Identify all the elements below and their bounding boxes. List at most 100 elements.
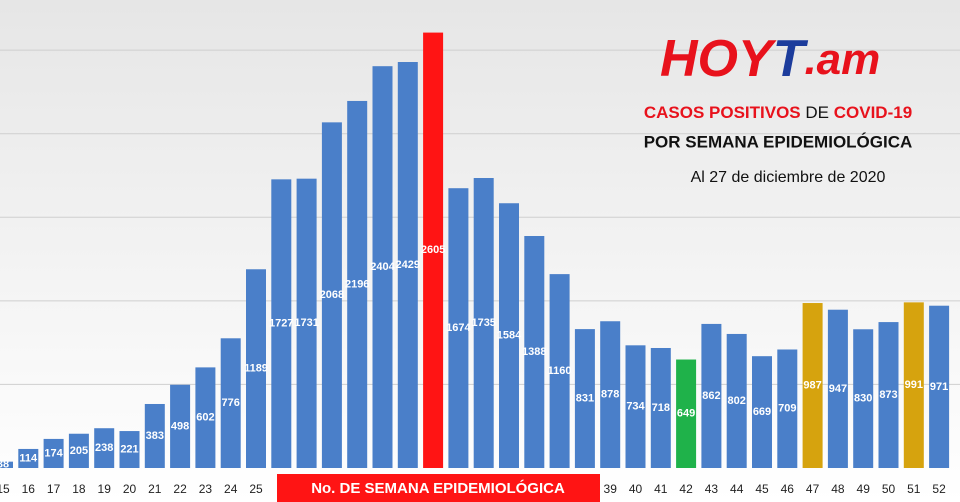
x-tick-label: 22 xyxy=(173,482,187,496)
value-label: 718 xyxy=(652,402,670,414)
x-tick-label: 21 xyxy=(148,482,162,496)
bar xyxy=(347,100,368,468)
x-tick-label: 42 xyxy=(679,482,693,496)
x-tick-label: 44 xyxy=(730,482,744,496)
bar xyxy=(43,438,64,468)
value-label: 1727 xyxy=(269,318,293,330)
value-label: 971 xyxy=(930,381,948,393)
value-label: 38 xyxy=(0,459,9,471)
bar xyxy=(119,431,140,468)
value-label: 221 xyxy=(120,443,138,455)
value-label: 1584 xyxy=(497,330,522,342)
x-tick-label: 16 xyxy=(22,482,36,496)
bar xyxy=(752,356,772,468)
value-label: 2196 xyxy=(345,278,369,290)
x-tick-label: 25 xyxy=(249,482,263,496)
x-axis-label: No. DE SEMANA EPIDEMIOLÓGICA xyxy=(311,479,565,497)
value-label: 174 xyxy=(44,447,63,459)
value-label: 831 xyxy=(576,392,594,404)
value-label: 709 xyxy=(778,403,796,415)
bar xyxy=(574,329,595,468)
value-label: 1735 xyxy=(471,317,495,329)
value-label: 987 xyxy=(803,379,821,391)
chart-subtitle: POR SEMANA EPIDEMIOLÓGICA xyxy=(644,132,913,151)
bar xyxy=(549,274,570,468)
bar xyxy=(18,448,39,468)
x-label-banner xyxy=(277,474,600,502)
chart-title: CASOS POSITIVOS DE COVID-19 xyxy=(644,103,912,122)
value-label: 878 xyxy=(601,389,619,401)
value-label: 862 xyxy=(702,390,720,402)
x-tick-label: 49 xyxy=(857,482,871,496)
x-tick-label: 23 xyxy=(199,482,213,496)
bar xyxy=(625,345,646,468)
bar xyxy=(903,302,924,468)
bar xyxy=(195,367,216,468)
bar xyxy=(271,179,292,468)
x-tick-label: 48 xyxy=(831,482,845,496)
value-label: 991 xyxy=(905,379,923,391)
x-tick-label: 46 xyxy=(781,482,795,496)
value-label: 498 xyxy=(171,420,189,432)
value-label: 1674 xyxy=(446,322,471,334)
x-tick-label: 50 xyxy=(882,482,896,496)
x-tick-label: 17 xyxy=(47,482,61,496)
bar xyxy=(144,403,165,468)
value-label: 2605 xyxy=(421,244,445,256)
bar xyxy=(397,62,418,468)
bar xyxy=(321,122,342,468)
logo: HOYT.am xyxy=(660,30,880,88)
date-note: Al 27 de diciembre de 2020 xyxy=(691,169,886,186)
x-tick-label: 24 xyxy=(224,482,238,496)
x-tick-label: 45 xyxy=(755,482,769,496)
value-label: 802 xyxy=(728,395,746,407)
bar xyxy=(802,303,823,468)
value-label: 1160 xyxy=(548,365,572,377)
x-tick-label: 19 xyxy=(98,482,112,496)
x-tick-label: 52 xyxy=(932,482,946,496)
bar xyxy=(220,338,241,468)
bar xyxy=(777,349,798,468)
bar xyxy=(853,329,874,468)
bar xyxy=(68,433,89,468)
value-label: 669 xyxy=(753,406,771,418)
value-label: 2068 xyxy=(320,289,344,301)
value-label: 873 xyxy=(879,389,897,401)
bar xyxy=(372,66,393,468)
x-tick-label: 41 xyxy=(654,482,668,496)
value-label: 830 xyxy=(854,393,872,405)
value-label: 649 xyxy=(677,408,695,420)
bar xyxy=(170,384,191,468)
bar xyxy=(878,322,899,468)
bar xyxy=(701,323,722,468)
value-label: 1731 xyxy=(294,317,318,329)
bar xyxy=(473,178,494,468)
value-label: 776 xyxy=(222,397,240,409)
x-tick-label: 18 xyxy=(72,482,86,496)
bar xyxy=(423,32,444,468)
bar xyxy=(499,203,519,468)
value-label: 2404 xyxy=(370,261,395,273)
bar xyxy=(0,461,13,468)
x-tick-label: 15 xyxy=(0,482,10,496)
x-tick-label: 39 xyxy=(604,482,618,496)
value-label: 114 xyxy=(19,452,38,464)
value-label: 1189 xyxy=(244,363,268,375)
value-label: 947 xyxy=(829,383,847,395)
bar xyxy=(650,347,671,468)
bar xyxy=(929,305,950,468)
value-label: 1388 xyxy=(522,346,546,358)
x-tick-label: 40 xyxy=(629,482,643,496)
bar xyxy=(296,178,317,468)
value-label: 205 xyxy=(70,445,88,457)
value-label: 238 xyxy=(95,442,113,454)
x-tick-label: 47 xyxy=(806,482,820,496)
value-label: 383 xyxy=(146,430,164,442)
bar xyxy=(94,428,115,468)
x-tick-label: 20 xyxy=(123,482,137,496)
bar xyxy=(448,188,469,468)
value-label: 602 xyxy=(196,412,214,424)
x-tick-label: 51 xyxy=(907,482,921,496)
bar xyxy=(246,269,266,468)
